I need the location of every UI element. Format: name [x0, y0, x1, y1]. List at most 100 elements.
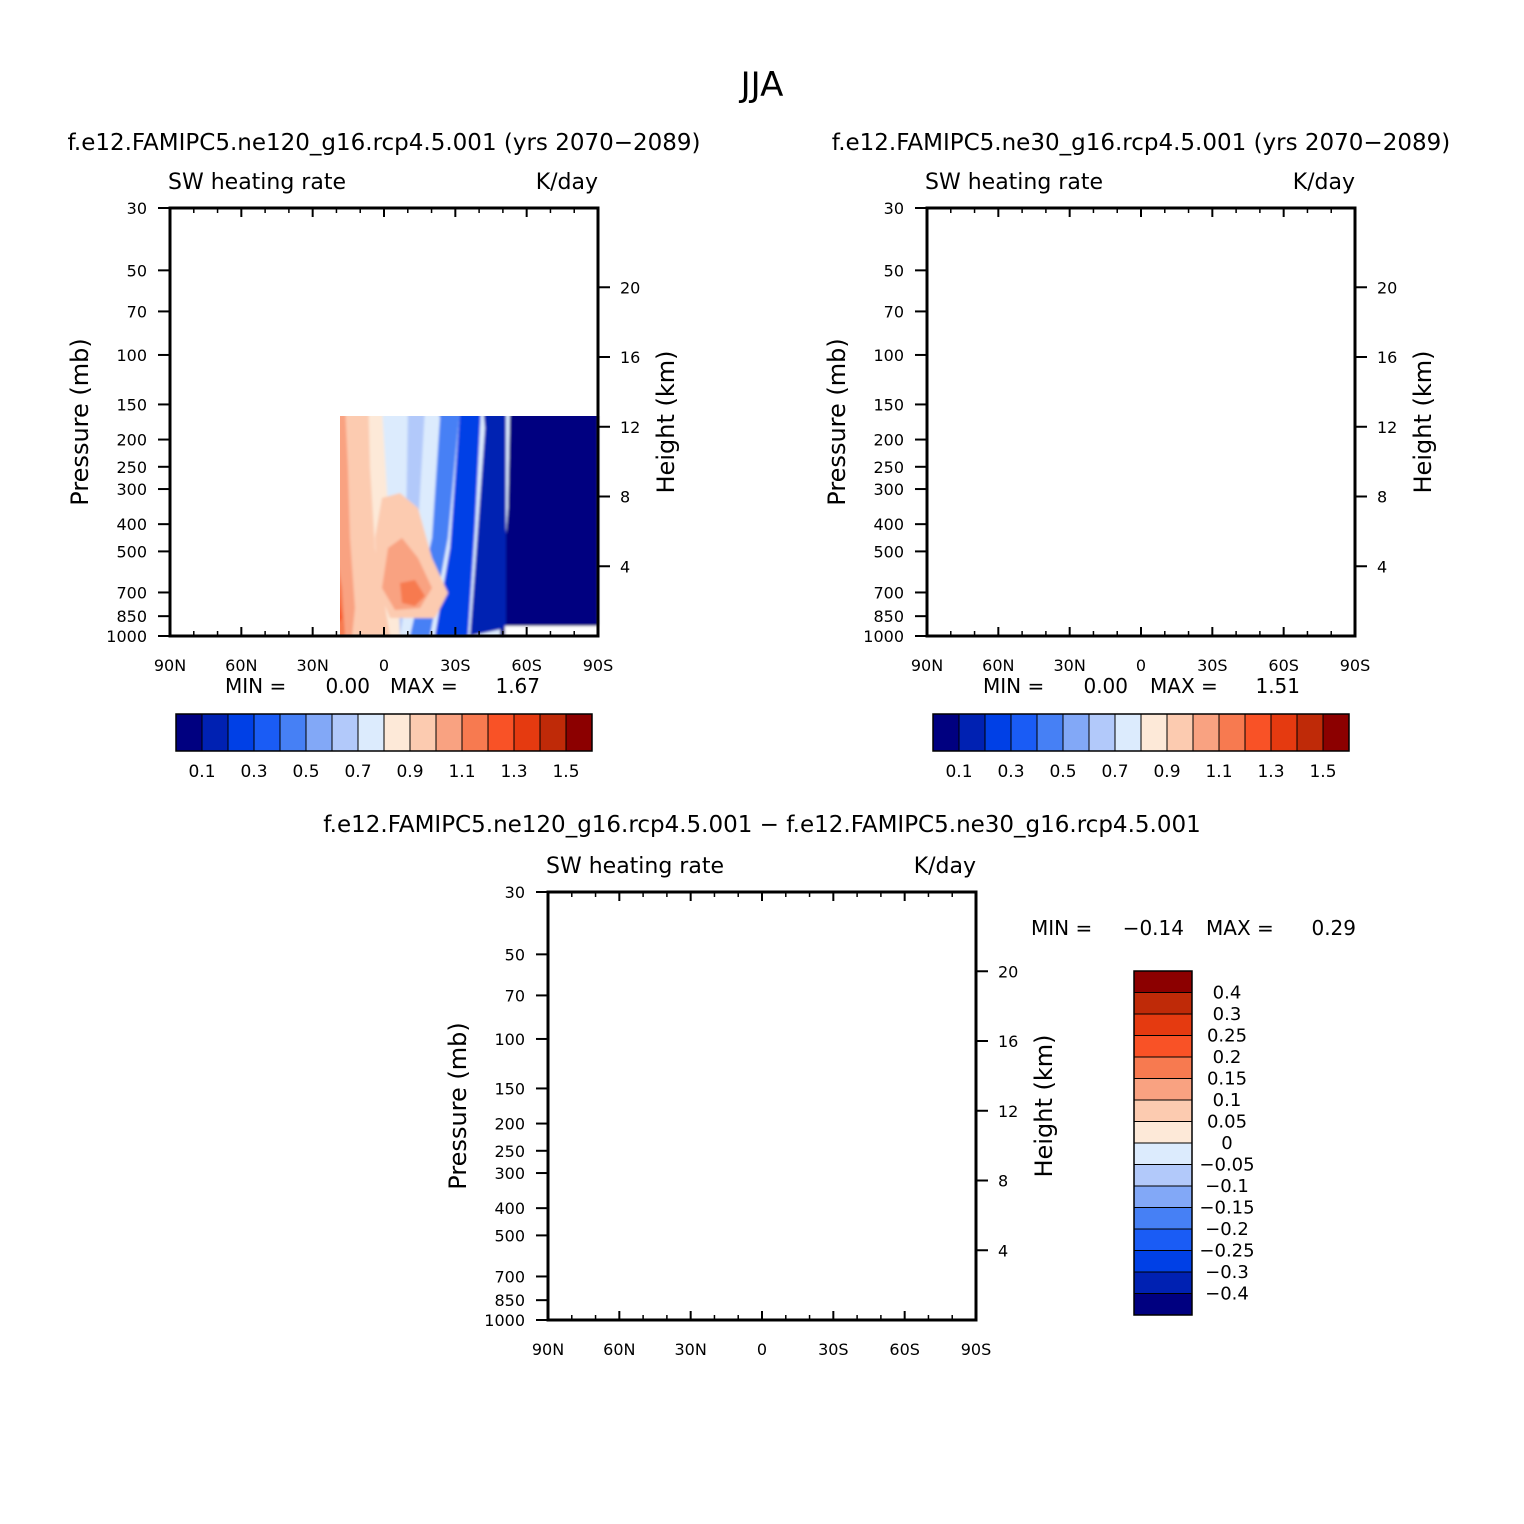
colorbar-box [201, 713, 229, 752]
p3-band-surface-orange [628, 1290, 773, 1310]
colorbar-box [1133, 1250, 1193, 1273]
p3-max-label: MAX = [1206, 916, 1274, 940]
p1-band-orange [340, 576, 345, 636]
p1-band-blue4 [410, 416, 460, 636]
panel3-right-label: K/day [914, 854, 976, 879]
colorbar-box [1133, 1035, 1193, 1058]
colorbar-label: 1.1 [448, 762, 475, 782]
y-tick-label: 250 [873, 458, 904, 477]
p2-band-lightblue-eq [1112, 473, 1137, 636]
p3-band-lightblue-n [548, 892, 976, 1320]
colorbar-label: 0.25 [1207, 1026, 1247, 1047]
p3-band-surface-red [648, 1292, 708, 1312]
y-tick-label: 30 [884, 199, 904, 218]
p2-band-salmon-sh [1139, 538, 1189, 610]
colorbar-box [1133, 970, 1193, 993]
p1-band-peach [340, 416, 390, 636]
y-axis-title: Pressure (mb) [823, 338, 851, 505]
colorbar-label: −0.25 [1199, 1241, 1254, 1262]
y-tick-label: 700 [873, 583, 904, 602]
p1-band-navy [500, 416, 598, 636]
y-tick-label: 50 [127, 261, 147, 280]
y-tick-label: 1000 [106, 627, 147, 646]
x-tick-label: 30N [675, 1340, 707, 1359]
y2-tick-label: 4 [1377, 557, 1387, 576]
p1-band-lightblue-nh [170, 563, 195, 636]
colorbar-label: 0.1 [945, 762, 972, 782]
y-tick-label: 150 [873, 395, 904, 414]
x-tick-label: 0 [379, 656, 389, 675]
y2-tick-label: 20 [1377, 278, 1397, 297]
colorbar-frame [1133, 970, 1193, 1316]
panel2-subtitle: f.e12.FAMIPC5.ne30_g16.rcp4.5.001 (yrs 2… [832, 130, 1450, 156]
p3-band-blue-deep [736, 937, 753, 1002]
y-tick-label: 500 [873, 542, 904, 561]
panel3-left-label: SW heating rate [546, 854, 724, 879]
y2-tick-label: 12 [620, 418, 640, 437]
p2-band-blue-nh [972, 593, 999, 636]
colorbar-box [1088, 713, 1116, 752]
y-tick-label: 400 [873, 515, 904, 534]
panel2-frame [925, 206, 1357, 638]
p1-band-darkred [290, 578, 335, 630]
p3-bg [548, 892, 976, 1320]
p1-band-red [282, 538, 338, 633]
colorbar-label: 0.3 [1213, 1004, 1242, 1025]
y-tick-label: 50 [505, 945, 525, 964]
p1-max-label: MAX = [390, 674, 458, 698]
x-tick-label: 60S [1268, 656, 1299, 675]
y-tick-label: 200 [873, 431, 904, 450]
y-tick-label: 30 [505, 883, 525, 902]
y-tick-label: 400 [116, 515, 147, 534]
p2-band-red [1062, 573, 1095, 620]
panel2-contour-field [927, 208, 1355, 636]
y-tick-label: 150 [494, 1079, 525, 1098]
colorbar-box [1166, 713, 1194, 752]
colorbar-box [487, 713, 515, 752]
y-tick-label: 30 [127, 199, 147, 218]
colorbar-label: 0.5 [292, 762, 319, 782]
x-tick-label: 60N [603, 1340, 635, 1359]
colorbar-label: 0.05 [1207, 1112, 1247, 1133]
panel1-colorbar: 0.1 0.3 0.5 0.7 0.9 1.1 1.3 1.5 [175, 713, 593, 782]
colorbar-box [958, 713, 986, 752]
x-tick-label: 90N [532, 1340, 564, 1359]
colorbar-box [1133, 1078, 1193, 1101]
panel1-right-label: K/day [536, 170, 598, 195]
p1-band-blue3 [170, 233, 510, 278]
p3-band-surface-peach [548, 1252, 828, 1320]
colorbar-label: 1.5 [552, 762, 579, 782]
x-tick-label: 60S [889, 1340, 920, 1359]
y2-tick-label: 20 [998, 962, 1018, 981]
colorbar-label: 0.9 [396, 762, 423, 782]
panel-diff: f.e12.FAMIPC5.ne120_g16.rcp4.5.001 − f.e… [323, 812, 1356, 1359]
p1-band-orange2 [340, 604, 342, 621]
panel2-right-label: K/day [1293, 170, 1355, 195]
p1-band-orange-top [170, 208, 500, 222]
p3-band-sh-peach [783, 1257, 828, 1297]
colorbar-box [1133, 1185, 1193, 1208]
colorbar-box [984, 713, 1012, 752]
y-tick-label: 1000 [863, 627, 904, 646]
panel3-contour-field [548, 892, 976, 1320]
colorbar-box [305, 713, 333, 752]
colorbar-label: −0.4 [1205, 1284, 1249, 1305]
y-tick-label: 850 [494, 1291, 525, 1310]
y2-axis-title: Height (km) [1409, 351, 1437, 494]
y-tick-label: 850 [116, 607, 147, 626]
y2-axis-title: Height (km) [1030, 1035, 1058, 1178]
p1-band-blue-nh [210, 593, 235, 636]
colorbar-box [932, 713, 960, 752]
p2-band-blue6 [1137, 298, 1182, 636]
y-tick-label: 100 [494, 1030, 525, 1049]
colorbar-box [461, 713, 489, 752]
y2-tick-label: 12 [998, 1102, 1018, 1121]
colorbar-box [1133, 1207, 1193, 1230]
p1-missing [505, 626, 598, 636]
colorbar-box [1133, 1013, 1193, 1036]
colorbar-box [1133, 1056, 1193, 1079]
y-tick-label: 300 [494, 1164, 525, 1183]
y2-tick-label: 8 [998, 1172, 1008, 1191]
y2-tick-label: 12 [1377, 418, 1397, 437]
colorbar-label: 0.15 [1207, 1069, 1247, 1090]
